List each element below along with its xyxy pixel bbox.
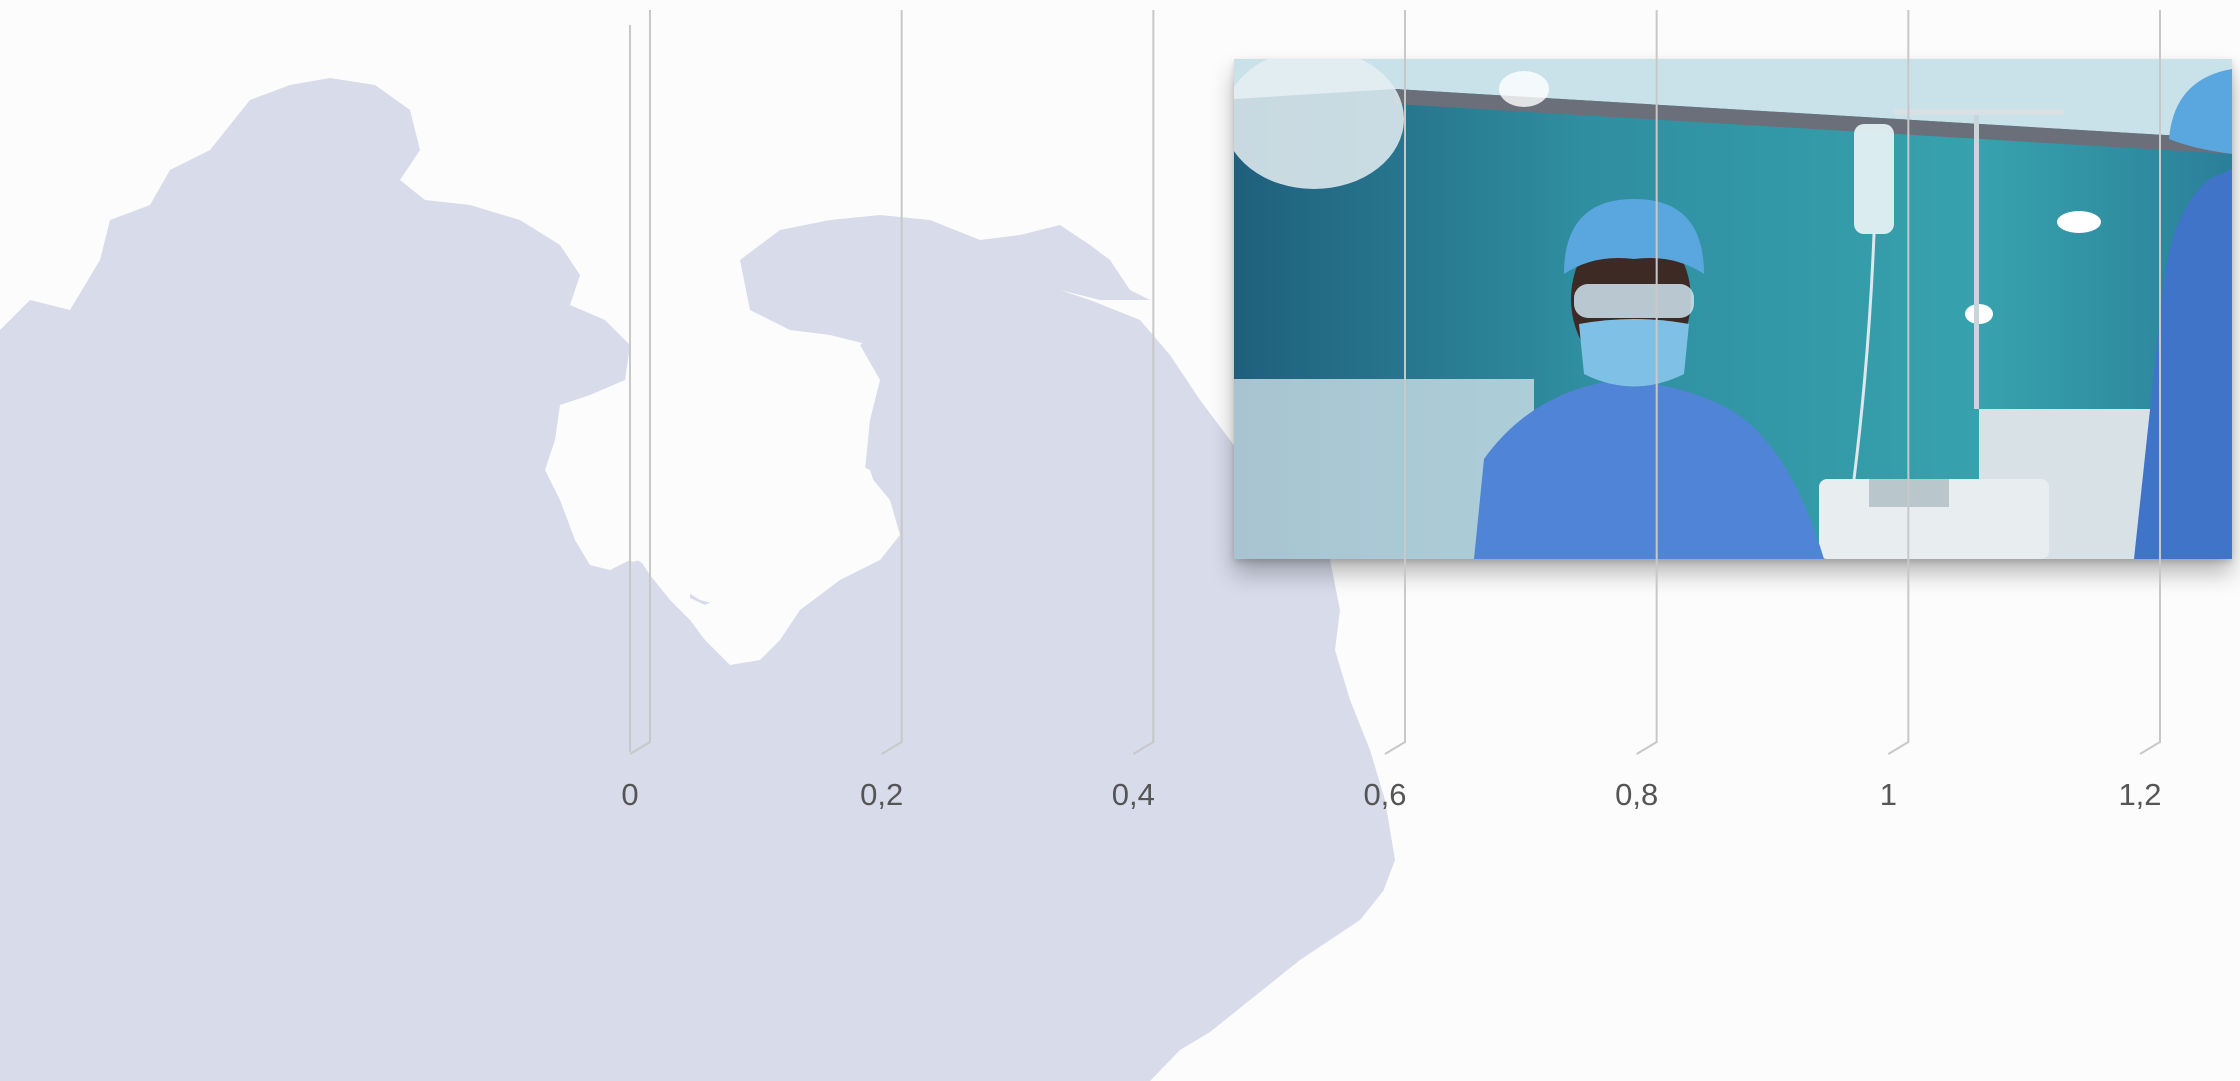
surgeon-photo-illustration: [1234, 59, 2232, 559]
surgeon-photo: [1234, 59, 2232, 559]
